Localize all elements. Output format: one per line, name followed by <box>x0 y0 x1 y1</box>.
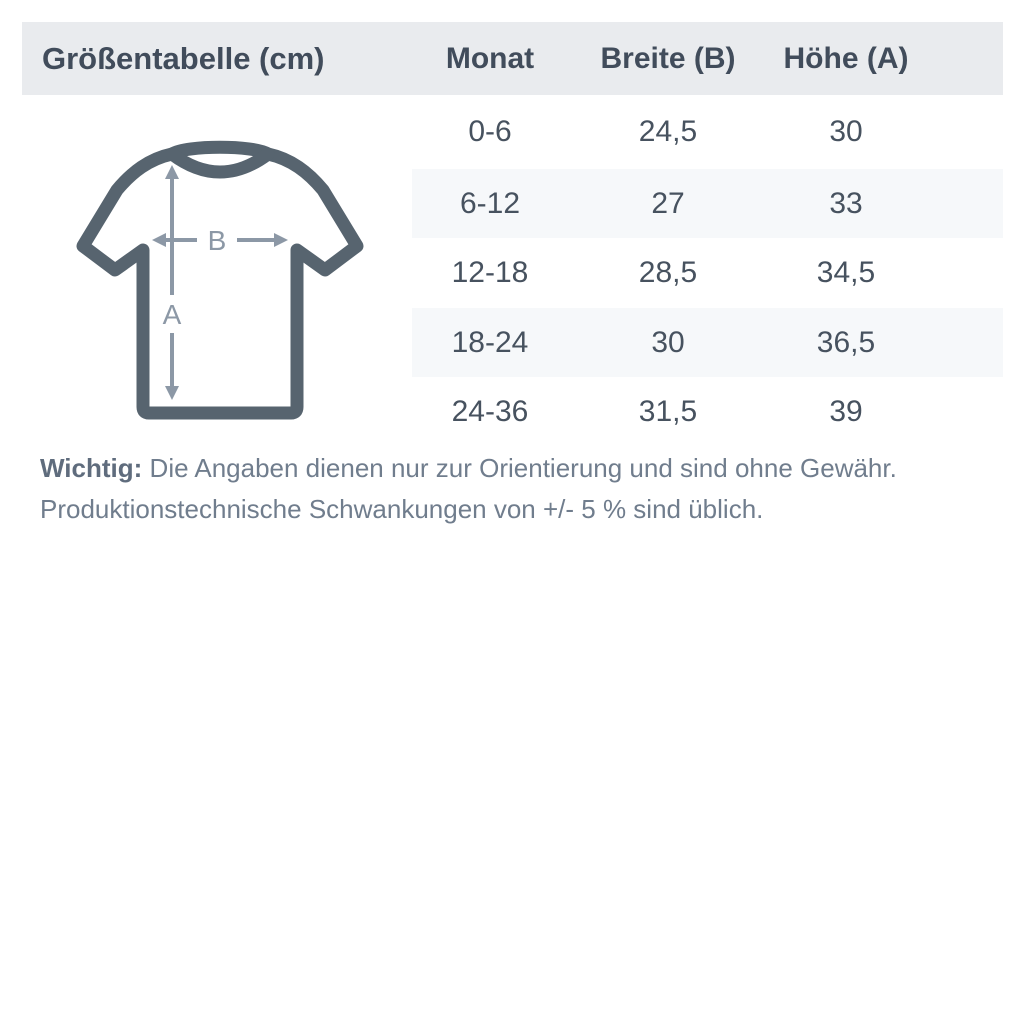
height-arrow-icon <box>165 165 179 400</box>
note-prefix: Wichtig: <box>40 453 143 483</box>
disclaimer-note: Wichtig: Die Angaben dienen nur zur Orie… <box>40 448 990 530</box>
tshirt-measurement-diagram: A B <box>76 140 364 420</box>
tshirt-outline-icon <box>76 140 364 420</box>
table-row-18-24: 18-24 30 36,5 <box>412 308 1003 377</box>
note-line2: Produktionstechnische Schwankungen von +… <box>40 494 764 524</box>
width-dimension-label: B <box>208 225 227 256</box>
cell-hoehe: 36,5 <box>816 325 876 359</box>
cell-breite: 28,5 <box>638 256 698 289</box>
cell-monat: 0-6 <box>468 115 512 148</box>
column-header-hoehe: Höhe (A) <box>783 41 909 75</box>
table-header-band: Größentabelle (cm) Monat Breite (B) Höhe… <box>22 22 1003 95</box>
column-header-breite: Breite (B) <box>600 41 736 75</box>
cell-hoehe: 34,5 <box>816 256 876 289</box>
cell-hoehe: 30 <box>829 115 863 148</box>
note-line1: Die Angaben dienen nur zur Orientierung … <box>149 453 897 483</box>
cell-breite: 27 <box>651 186 685 220</box>
page-title: Größentabelle (cm) <box>42 40 325 76</box>
table-row-6-12: 6-12 27 33 <box>412 169 1003 238</box>
cell-breite: 30 <box>651 325 685 359</box>
table-row-12-18: 12-18 28,5 34,5 <box>412 238 1003 308</box>
cell-monat: 18-24 <box>451 325 529 359</box>
cell-monat: 6-12 <box>459 186 521 220</box>
cell-breite: 31,5 <box>638 394 698 428</box>
cell-hoehe: 39 <box>829 394 863 428</box>
cell-monat: 12-18 <box>451 256 529 289</box>
width-arrow-icon <box>152 233 288 247</box>
cell-breite: 24,5 <box>638 115 698 148</box>
table-row-24-36: 24-36 31,5 39 <box>412 377 1003 446</box>
height-dimension-label: A <box>163 299 182 330</box>
tshirt-collar-icon <box>165 147 275 179</box>
column-header-monat: Monat <box>445 41 535 75</box>
cell-monat: 24-36 <box>451 394 529 428</box>
table-row-0-6: 0-6 24,5 30 <box>412 95 1003 169</box>
cell-hoehe: 33 <box>829 186 863 220</box>
